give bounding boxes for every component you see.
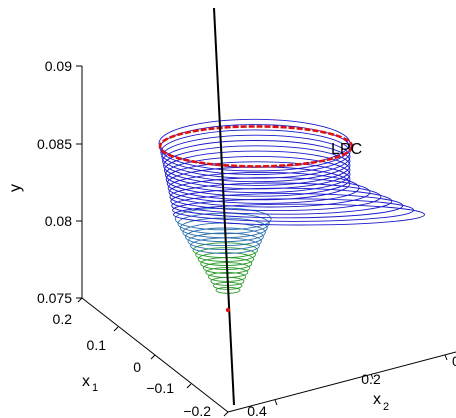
y-tick-label: 0.09 [45,58,72,74]
x1-tick-label: −0.1 [146,380,174,396]
x2-tick-label: 0.4 [247,403,267,418]
x1-tick-label: 0.1 [87,337,107,353]
periodic-orbit [173,203,425,226]
periodic-orbit [165,161,351,197]
x1-tick-label: 0.2 [53,311,73,327]
periodic-orbit [164,155,351,194]
x2-tick-label: 0.2 [361,371,381,387]
periodic-orbit [162,140,351,183]
x2-tick-mark [444,354,448,361]
x1-axis-ticks: 0.2 0.1 0 −0.1 −0.2 [53,297,229,418]
periodic-orbit-family [158,118,425,294]
y-axis-ticks: 0.09 0.085 0.08 0.075 [37,58,82,306]
y-tick-label: 0.08 [45,213,72,229]
x1-tick-mark [77,297,83,303]
x1-tick-label: −0.2 [183,403,211,418]
x2-tick-label: 0 [452,353,456,369]
periodic-orbit [167,171,360,204]
x1-tick-mark [186,383,192,389]
x1-axis-label-main: x [82,373,90,390]
x2-axis-label-main: x [373,391,381,408]
x2-axis-ticks: 0.4 0.2 0 [247,353,456,418]
periodic-orbit [169,182,382,212]
x1-axis-label: x 1 [82,373,98,394]
x2-axis-line [227,351,456,413]
y-tick-label: 0.075 [37,290,72,306]
lpc-limit-cycle [158,125,354,168]
equilibrium-point [225,307,231,313]
y-axis-label: y [7,184,24,192]
lpc-annotation: LPC [331,141,362,158]
x2-tick-mark [274,399,278,406]
y-tick-label: 0.085 [37,136,72,152]
x1-tick-mark [113,326,119,332]
x2-tick-mark [370,373,374,380]
x1-tick-label: 0 [133,359,141,375]
periodic-orbit [171,193,404,219]
x2-axis-label-sub: 2 [383,401,389,413]
equilibrium-curve [213,7,235,406]
x2-axis-label: x 2 [373,391,389,413]
x1-tick-mark [150,354,156,360]
periodic-orbit [161,134,351,179]
x1-tick-mark [223,411,229,417]
x1-axis-label-sub: 1 [92,382,98,394]
periodic-orbit [163,145,351,186]
periodic-orbit [163,150,351,190]
